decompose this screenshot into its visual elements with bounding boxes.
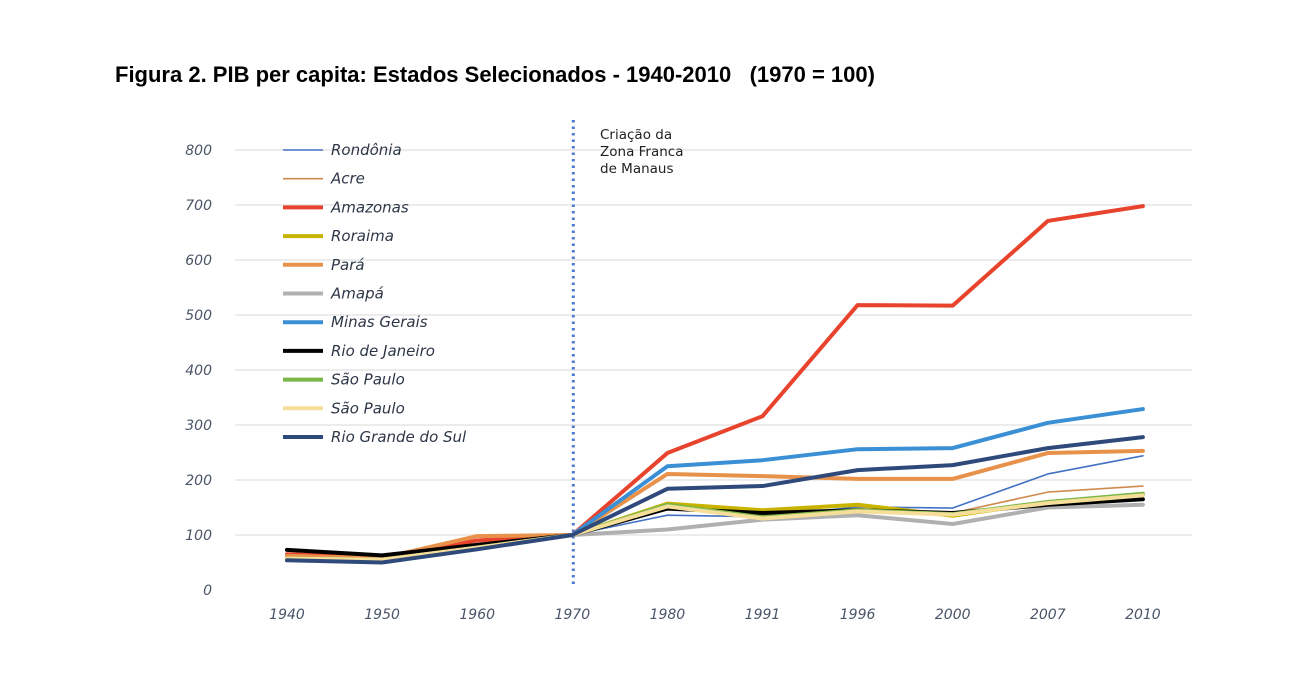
x-tick-label: 2007 — [1030, 607, 1066, 623]
y-tick-label: 0 — [203, 583, 212, 599]
y-tick-label: 800 — [185, 143, 212, 159]
x-tick-label: 1991 — [745, 607, 781, 623]
legend-label: Amapá — [330, 285, 384, 303]
x-tick-label: 1996 — [840, 607, 876, 623]
series-line-1 — [286, 485, 1144, 560]
legend-label: Rio Grande do Sul — [331, 428, 467, 446]
annotation-text: de Manaus — [600, 161, 674, 177]
y-tick-label: 300 — [185, 418, 212, 434]
chart-title: Figura 2. PIB per capita: Estados Seleci… — [115, 62, 875, 87]
legend-label: Minas Gerais — [331, 313, 428, 331]
y-tick-label: 600 — [185, 253, 212, 269]
x-tick-label: 1980 — [650, 607, 686, 623]
series-line-10 — [285, 435, 1145, 565]
x-tick-label: 1950 — [364, 607, 400, 623]
annotation-text: Zona Franca — [600, 144, 684, 160]
legend-label: São Paulo — [331, 399, 405, 417]
y-tick-label: 100 — [185, 528, 212, 544]
x-tick-label: 1960 — [459, 607, 495, 623]
y-tick-label: 700 — [185, 198, 212, 214]
legend-label: Rondônia — [331, 141, 402, 159]
y-tick-label: 200 — [185, 473, 212, 489]
x-tick-label: 2000 — [935, 607, 971, 623]
y-tick-label: 400 — [185, 363, 212, 379]
legend-label: Rio de Janeiro — [331, 342, 435, 360]
legend-label: São Paulo — [331, 371, 405, 389]
x-tick-label: 1970 — [554, 607, 590, 623]
legend-label: Roraima — [331, 227, 394, 245]
annotation-text: Criação da — [600, 127, 672, 143]
series-line-4 — [285, 448, 1145, 561]
series-line-9 — [285, 493, 1145, 562]
x-tick-label: 1940 — [269, 607, 305, 623]
x-tick-label: 2010 — [1125, 607, 1161, 623]
legend-label: Pará — [331, 256, 365, 274]
y-tick-label: 500 — [185, 308, 212, 324]
legend-label: Acre — [330, 170, 365, 188]
legend-label: Amazonas — [330, 198, 409, 216]
